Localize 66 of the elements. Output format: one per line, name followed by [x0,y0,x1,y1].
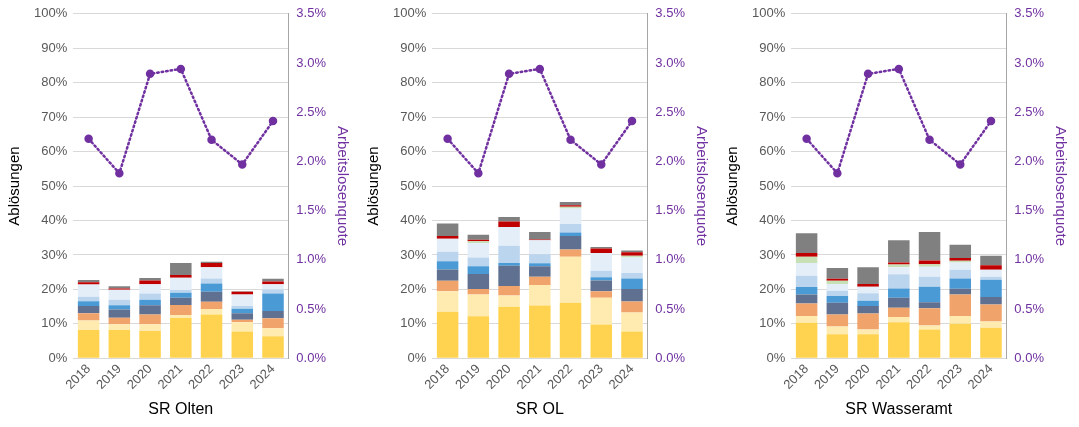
y2-tick-label: 3.5% [296,5,327,21]
y2-tick-label: 1.5% [296,202,327,218]
y2-tick-label: 0.5% [296,300,327,316]
y2-tick-label: 2.5% [296,103,327,119]
y2-axis-title: Arbeitslosenquote [1052,126,1070,247]
y2-tick-label: 2.5% [655,103,686,119]
x-axis-title: SR OL [515,399,564,417]
y-tick-label: 40% [41,212,68,228]
y2-tick-label: 2.0% [296,153,327,169]
y2-tick-label: 0.5% [655,300,686,316]
y-tick-label: 70% [759,108,786,124]
y2-tick-label: 3.5% [1014,5,1045,21]
y-tick-label: 50% [41,177,68,193]
y-tick-label: 20% [759,280,786,296]
y-axis-title: Ablösungen [5,146,23,226]
y2-tick-label: 3.0% [1014,54,1045,70]
y-tick-label: 40% [400,212,427,228]
y2-axis-title: Arbeitslosenquote [334,126,352,247]
y-tick-label: 100% [34,5,68,21]
y-tick-label: 50% [400,177,427,193]
y2-tick-label: 0.0% [655,349,686,365]
y-tick-label: 70% [400,108,427,124]
y-tick-label: 60% [41,143,68,159]
y2-tick-label: 0.0% [1014,349,1045,365]
y-tick-label: 90% [400,39,427,55]
y2-tick-label: 1.0% [655,251,686,267]
y2-tick-label: 0.0% [296,349,327,365]
y-tick-label: 90% [41,39,68,55]
y2-tick-label: 1.5% [655,202,686,218]
y-tick-label: 80% [759,74,786,90]
y-tick-label: 10% [41,315,68,331]
y2-tick-label: 0.5% [1014,300,1045,316]
x-axis-title: SR Wasseramt [845,399,953,417]
y-tick-label: 10% [400,315,427,331]
y2-axis-title: Arbeitslosenquote [693,126,711,247]
y-tick-label: 80% [41,74,68,90]
y-tick-label: 60% [400,143,427,159]
y-tick-label: 20% [41,280,68,296]
y2-tick-label: 1.0% [296,251,327,267]
y-tick-label: 0% [48,349,68,365]
y-tick-label: 30% [400,246,427,262]
y2-tick-label: 2.0% [655,153,686,169]
y-tick-label: 80% [400,74,427,90]
y2-tick-label: 2.0% [1014,153,1045,169]
y-tick-label: 90% [759,39,786,55]
y2-tick-label: 3.5% [655,5,686,21]
y2-tick-label: 3.0% [655,54,686,70]
y-axis-title: Ablösungen [723,146,741,226]
y-tick-label: 10% [759,315,786,331]
y-axis-title: Ablösungen [364,146,382,226]
y-tick-label: 20% [400,280,427,296]
y-tick-label: 100% [393,5,427,21]
y-tick-label: 30% [759,246,786,262]
y2-tick-label: 2.5% [1014,103,1045,119]
y2-tick-label: 1.0% [1014,251,1045,267]
y-tick-label: 60% [759,143,786,159]
y-tick-label: 70% [41,108,68,124]
y2-tick-label: 3.0% [296,54,327,70]
y-tick-label: 0% [766,349,786,365]
x-axis-title: SR Olten [148,399,214,417]
y-tick-label: 50% [759,177,786,193]
y-tick-label: 100% [752,5,786,21]
y2-tick-label: 1.5% [1014,202,1045,218]
y-tick-label: 40% [759,212,786,228]
y-tick-label: 0% [407,349,427,365]
y-tick-label: 30% [41,246,68,262]
